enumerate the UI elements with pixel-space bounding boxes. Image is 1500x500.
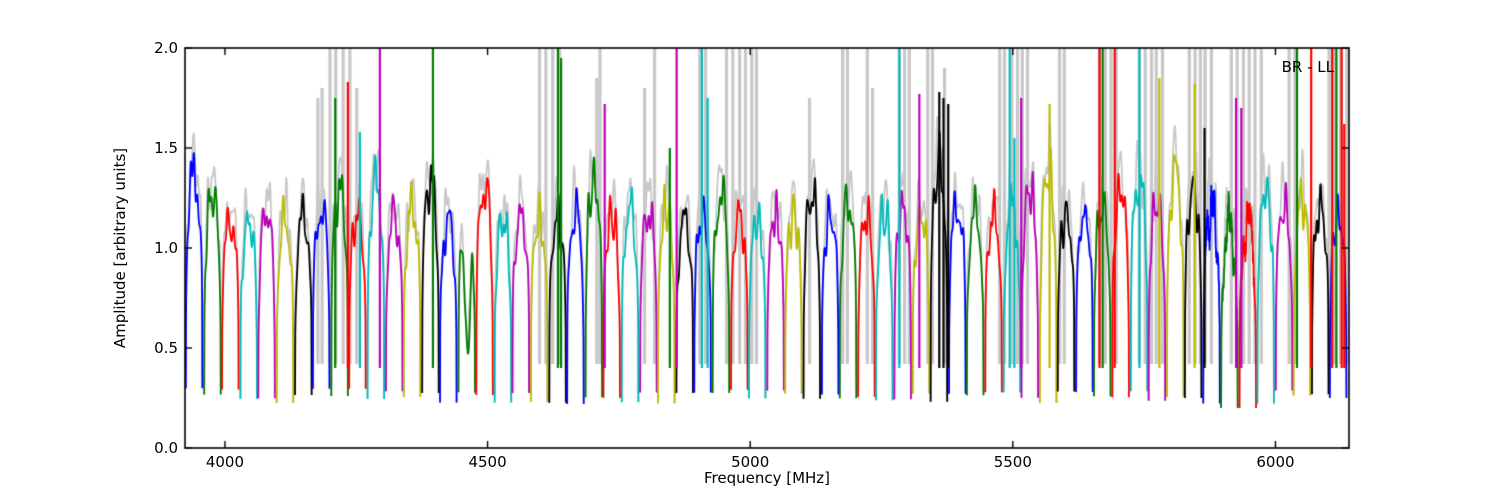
y-tick-label: 0.0 <box>154 439 178 457</box>
x-tick-label: 5000 <box>731 453 770 471</box>
y-tick-label: 2.0 <box>154 39 178 57</box>
x-tick-label: 6000 <box>1256 453 1295 471</box>
y-tick-label: 1.0 <box>154 239 178 257</box>
y-tick-label: 0.5 <box>154 339 178 357</box>
x-axis-label: Frequency [MHz] <box>703 469 831 487</box>
x-tick-label: 4500 <box>468 453 507 471</box>
y-tick-label: 1.5 <box>154 139 178 157</box>
x-tick-label: 4000 <box>205 453 244 471</box>
polarization-annotation: BR - LL <box>1281 58 1334 76</box>
x-tick-label: 5500 <box>993 453 1032 471</box>
